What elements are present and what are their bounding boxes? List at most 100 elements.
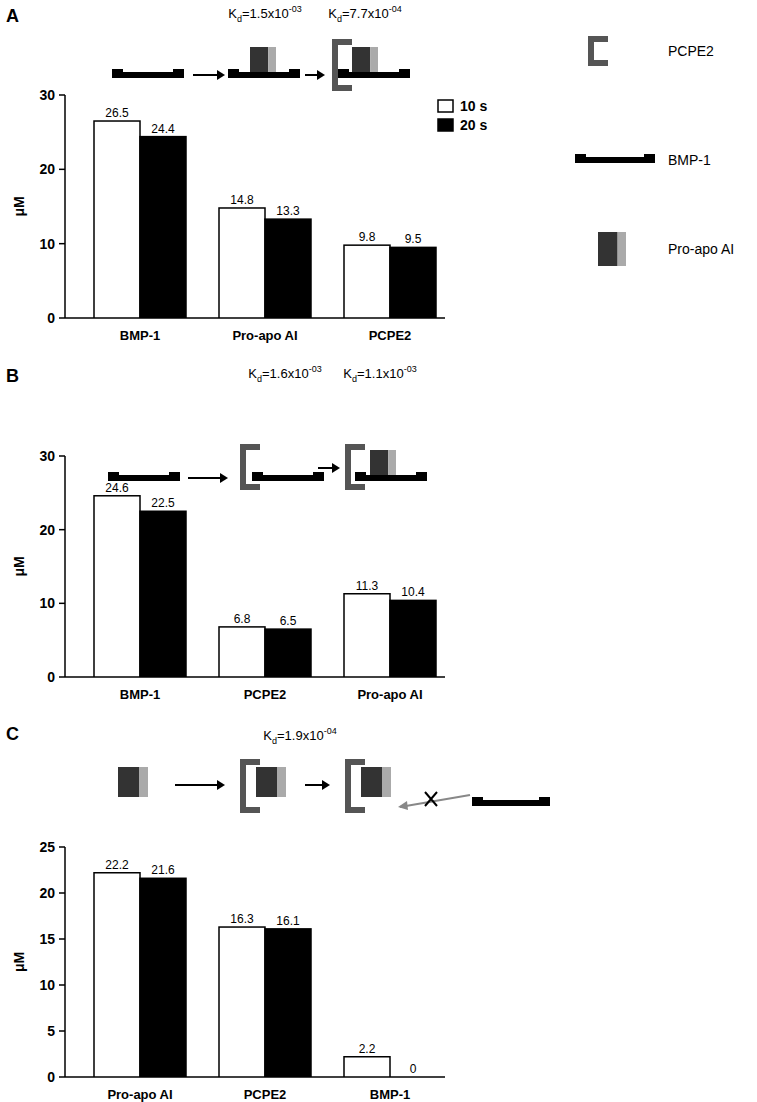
- kd-annotation: Kd=7.7x10-04: [328, 4, 401, 24]
- bar: [390, 1076, 436, 1077]
- bmp1-glyph: [173, 69, 184, 78]
- bar: [94, 873, 140, 1077]
- bar: [265, 219, 311, 318]
- data-label: 16.1: [276, 914, 300, 928]
- panel: BμM010203024.622.56.86.511.310.4BMP-1PCP…: [6, 364, 445, 702]
- pcpe2-glyph: [332, 39, 352, 91]
- y-tick: [59, 676, 65, 678]
- bar: [140, 878, 186, 1077]
- bar: [344, 594, 390, 677]
- legend-swatch: [438, 100, 453, 112]
- bars: [94, 121, 436, 318]
- scheme: [108, 444, 427, 490]
- x-tick-label: Pro-apo AI: [107, 1087, 172, 1102]
- legend-swatch: [438, 119, 453, 131]
- arrow: [318, 467, 334, 469]
- legend-label: 20 s: [460, 117, 487, 133]
- scheme: [112, 39, 410, 91]
- bmp1-glyph: [472, 800, 550, 806]
- kd-annotation: Kd=1.5x10-03: [228, 4, 301, 24]
- bmp1-glyph: [338, 69, 349, 78]
- data-label: 11.3: [356, 579, 379, 593]
- y-tick: [59, 243, 65, 245]
- data-label: 21.6: [151, 863, 175, 877]
- y-tick: [59, 317, 65, 319]
- y-tick-label: 20: [39, 885, 55, 901]
- arrow-head: [217, 780, 225, 790]
- y-tick: [59, 846, 65, 848]
- data-label: 6.8: [234, 612, 251, 626]
- kd-part: =7.7x10: [342, 6, 389, 21]
- pcpe2-glyph: [240, 444, 260, 490]
- x-tick-label: BMP-1: [120, 687, 160, 702]
- proapo-glyph: [352, 47, 370, 72]
- y-axis: [64, 847, 66, 1077]
- proapo-glyph: [139, 767, 148, 797]
- arrow-head: [322, 780, 330, 790]
- proapo-glyph: [250, 47, 268, 72]
- kd-sup: -03: [309, 364, 322, 374]
- bar: [390, 600, 436, 677]
- kd-sup: -04: [389, 4, 402, 14]
- x-tick-label: Pro-apo AI: [232, 328, 297, 343]
- bar: [265, 929, 311, 1077]
- kd-part: K: [328, 6, 337, 21]
- proapo-glyph: [382, 767, 391, 797]
- x-tick-label: BMP-1: [370, 1087, 410, 1102]
- proapo-glyph: [598, 232, 618, 266]
- y-tick: [59, 1076, 65, 1078]
- y-tick: [59, 1030, 65, 1032]
- y-tick-label: 0: [47, 310, 55, 326]
- bars: [94, 873, 390, 1077]
- data-label: 0: [410, 1062, 417, 1076]
- proapo-glyph: [256, 767, 277, 797]
- data-labels: 22.221.616.316.12.20: [105, 858, 416, 1076]
- proapo-glyph: [370, 47, 378, 72]
- data-label: 24.6: [105, 481, 129, 495]
- y-tick: [59, 529, 65, 531]
- bar: [140, 511, 186, 677]
- kd-part: K: [343, 366, 352, 381]
- data-label: 24.4: [151, 122, 175, 136]
- bar: [94, 496, 140, 677]
- glyph-key-label: Pro-apo AI: [668, 241, 734, 257]
- data-label: 6.5: [280, 614, 297, 628]
- bmp1-glyph: [644, 154, 655, 163]
- proapo-glyph: [268, 47, 276, 72]
- legend-label: 10 s: [460, 98, 487, 114]
- y-tick: [59, 892, 65, 894]
- kd-part: K: [263, 728, 272, 743]
- kd-sup: -03: [404, 364, 417, 374]
- arrow: [193, 74, 219, 76]
- y-tick-label: 20: [39, 522, 55, 538]
- bar: [344, 245, 390, 318]
- kd-part: K: [228, 6, 237, 21]
- y-tick: [59, 455, 65, 457]
- x-tick-label: Pro-apo AI: [357, 687, 422, 702]
- data-label: 22.5: [151, 496, 175, 510]
- y-tick-label: 25: [39, 839, 55, 855]
- y-tick-label: 10: [39, 236, 55, 252]
- kd-sup: -03: [289, 4, 302, 14]
- data-label: 26.5: [105, 106, 129, 120]
- glyph-key-label: PCPE2: [668, 43, 714, 59]
- y-tick-label: 30: [39, 87, 55, 103]
- y-tick: [59, 984, 65, 986]
- data-label: 16.3: [230, 912, 254, 926]
- glyph-key-label: BMP-1: [668, 152, 711, 168]
- bmp1-glyph: [355, 472, 366, 481]
- y-axis-label: μM: [11, 556, 27, 576]
- blocked-arrow-head: [398, 801, 408, 810]
- bmp1-glyph: [575, 154, 586, 163]
- arrow: [175, 784, 219, 786]
- bmp1-glyph: [313, 472, 324, 481]
- kd-part: K: [248, 366, 257, 381]
- bmp1-glyph: [472, 797, 483, 806]
- y-tick: [59, 94, 65, 96]
- data-label: 10.4: [401, 585, 425, 599]
- y-axis-label: μM: [11, 952, 27, 972]
- proapo-glyph: [277, 767, 286, 797]
- arrow-head: [332, 463, 340, 473]
- glyph-key: PCPE2 BMP-1 Pro-apo AI: [575, 36, 734, 266]
- kd-part: =1.1x10: [357, 366, 404, 381]
